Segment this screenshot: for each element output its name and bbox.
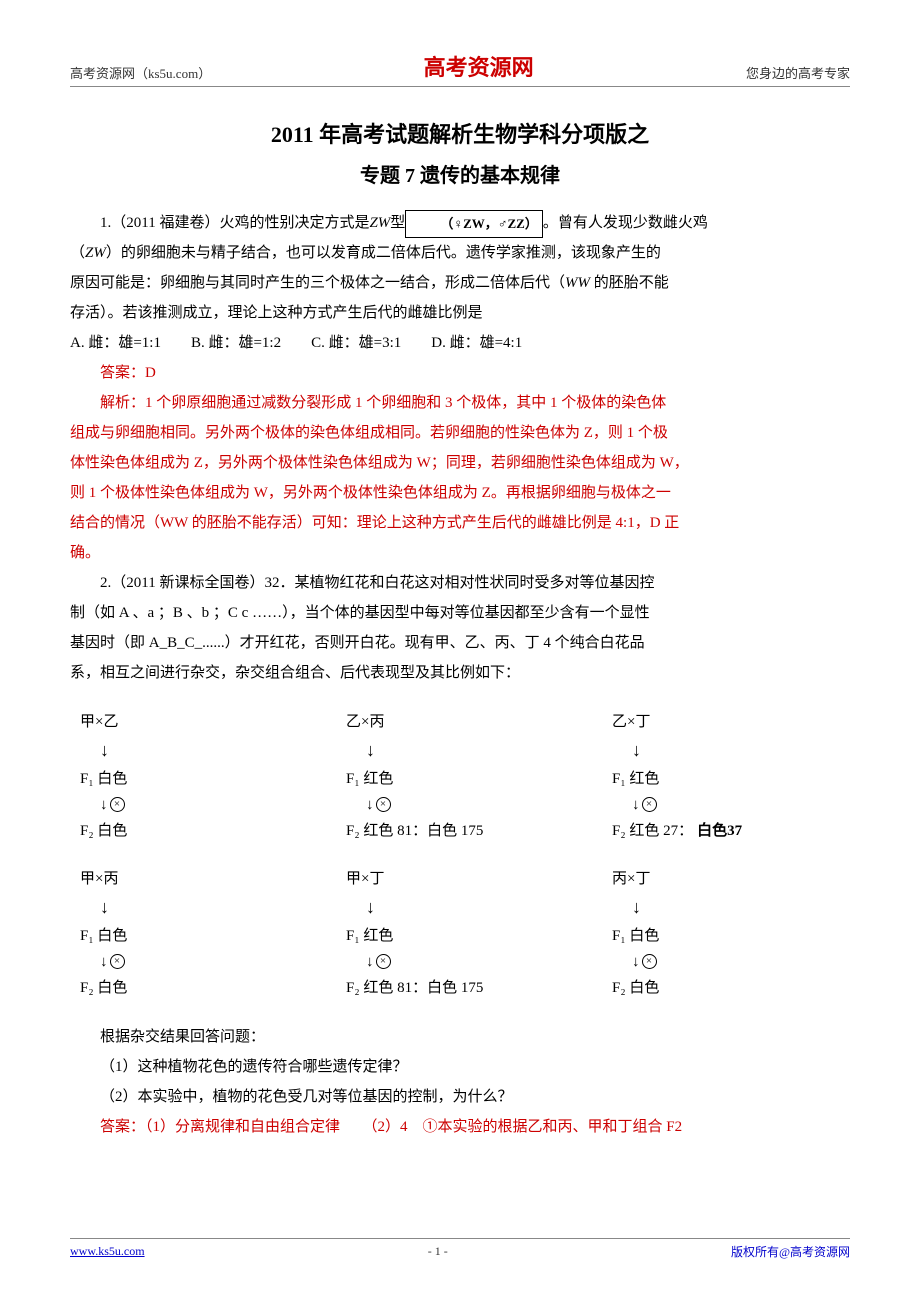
self-cross-icon: × [376,954,391,969]
cross-f1: F₁ 红色 [346,767,574,791]
arrow-self-icon: ↓× [632,793,840,817]
cross-parents: 甲×乙 [80,710,308,734]
cross-f1: F₁ 白色 [80,767,308,791]
document-title-1: 2011 年高考试题解析生物学科分项版之 [70,117,850,149]
arrow-self-icon: ↓× [100,793,308,817]
q1-para3: 原因可能是：卵细胞与其同时产生的三个极体之一结合，形成二倍体后代（WW 的胚胎不… [70,268,850,298]
cross-parents: 乙×丁 [612,710,840,734]
q1-option-d: D. 雌：雄=4:1 [431,328,522,358]
page-footer: www.ks5u.com - 1 - 版权所有@高考资源网 [70,1238,850,1260]
q1-option-b: B. 雌：雄=1:2 [191,328,281,358]
q2-para3: 基因时（即 A_B_C_......）才开红花，否则开白花。现有甲、乙、丙、丁 … [70,628,850,658]
body-content: 1.（2011 福建卷）火鸡的性别决定方式是ZW型（♀ZW，♂ZZ）。曾有人发现… [70,208,850,1142]
page-header: 高考资源网（ks5u.com） 高考资源网 您身边的高考专家 [70,50,850,87]
q2-para2: 制（如 A 、a ；B 、b ；C c ……），当个体的基因型中每对等位基因都至… [70,598,850,628]
self-cross-icon: × [376,797,391,812]
q1-zw1: ZW [369,215,390,231]
cross-jia-ding: 甲×丁 ↓ F₁ 红色 ↓× F₂ 红色 81：白色 175 [346,865,574,1002]
q2-para4: 系，相互之间进行杂交，杂交组合组合、后代表现型及其比例如下： [70,658,850,688]
cross-yi-ding: 乙×丁 ↓ F₁ 红色 ↓× F₂ 红色 27：白色37 [612,708,840,845]
header-left: 高考资源网（ks5u.com） [70,63,211,82]
cross-diagram-row1: 甲×乙 ↓ F₁ 白色 ↓× F₂ 白色 乙×丙 ↓ F₁ 红色 ↓× F₂ 红… [80,708,840,845]
q2b-sub2: （2）本实验中，植物的花色受几对等位基因的控制，为什么？ [70,1082,850,1112]
cross-f1: F₁ 白色 [80,924,308,948]
cross-parents: 乙×丙 [346,710,574,734]
arrow-down-icon: ↓ [100,736,308,765]
page: 高考资源网（ks5u.com） 高考资源网 您身边的高考专家 2011 年高考试… [0,0,920,1290]
header-center-logo: 高考资源网 [211,50,746,82]
q1-lead1: 1.（2011 福建卷）火鸡的性别决定方式是 [100,215,369,231]
arrow-down-icon: ↓ [366,893,574,922]
cross-jia-bing: 甲×丙 ↓ F₁ 白色 ↓× F₂ 白色 [80,865,308,1002]
q2b-answer: 答案：（1）分离规律和自由组合定律 （2）4 ①本实验的根据乙和丙、甲和丁组合 … [70,1112,850,1142]
q1-analysis-1: 解析：1 个卵原细胞通过减数分裂形成 1 个卵细胞和 3 个极体，其中 1 个极… [70,388,850,418]
cross-f2: F₂ 红色 27：白色37 [612,819,840,843]
cross-f1: F₁ 红色 [612,767,840,791]
q1-para1: 1.（2011 福建卷）火鸡的性别决定方式是ZW型（♀ZW，♂ZZ）。曾有人发现… [70,208,850,238]
cross-f1: F₁ 红色 [346,924,574,948]
q1-p2a: （ [70,245,85,261]
q1-para2: （ZW）的卵细胞未与精子结合，也可以发育成二倍体后代。遗传学家推测，该现象产生的 [70,238,850,268]
arrow-self-icon: ↓× [366,950,574,974]
q1-ww: WW [565,275,590,291]
cross-f2: F₂ 白色 [80,819,308,843]
q1-analysis-4: 则 1 个极体性染色体组成为 W，另外两个极体性染色体组成为 Z。再根据卵细胞与… [70,478,850,508]
q1-para4: 存活）。若该推测成立，理论上这种方式产生后代的雌雄比例是 [70,298,850,328]
self-cross-icon: × [110,954,125,969]
q1-lead3: 。曾有人发现少数雌火鸡 [543,215,708,231]
q1-analysis-2: 组成与卵细胞相同。另外两个极体的染色体组成相同。若卵细胞的性染色体为 Z，则 1… [70,418,850,448]
self-cross-icon: × [642,954,657,969]
footer-url[interactable]: www.ks5u.com [70,1244,145,1259]
arrow-down-icon: ↓ [366,736,574,765]
q1-option-c: C. 雌：雄=3:1 [311,328,401,358]
q1-option-a: A. 雌：雄=1:1 [70,328,161,358]
cross-f2: F₂ 白色 [80,976,308,1000]
arrow-down-icon: ↓ [100,893,308,922]
arrow-down-icon: ↓ [632,893,840,922]
cross-parents: 甲×丁 [346,867,574,891]
arrow-self-icon: ↓× [366,793,574,817]
cross-jia-yi: 甲×乙 ↓ F₁ 白色 ↓× F₂ 白色 [80,708,308,845]
arrow-self-icon: ↓× [632,950,840,974]
cross-diagram-row2: 甲×丙 ↓ F₁ 白色 ↓× F₂ 白色 甲×丁 ↓ F₁ 红色 ↓× F₂ 红… [80,865,840,1002]
arrow-self-icon: ↓× [100,950,308,974]
q1-options: A. 雌：雄=1:1 B. 雌：雄=1:2 C. 雌：雄=3:1 D. 雌：雄=… [70,328,850,358]
cross-f2-b: 白色37 [697,819,742,843]
q1-analysis-5: 结合的情况（WW 的胚胎不能存活）可知：理论上这种方式产生后代的雌雄比例是 4:… [70,508,850,538]
q1-inline-formula: （♀ZW，♂ZZ） [405,210,543,238]
cross-bing-ding: 丙×丁 ↓ F₁ 白色 ↓× F₂ 白色 [612,865,840,1002]
q1-lead2: 型 [390,215,405,231]
cross-f2: F₂ 红色 81：白色 175 [346,819,574,843]
q1-analysis-6: 确。 [70,538,850,568]
self-cross-icon: × [110,797,125,812]
self-cross-icon: × [642,797,657,812]
q1-answer: 答案：D [70,358,850,388]
q2b-sub1: （1）这种植物花色的遗传符合哪些遗传定律？ [70,1052,850,1082]
arrow-down-icon: ↓ [632,736,840,765]
cross-f2: F₂ 红色 81：白色 175 [346,976,574,1000]
q1-p3a: 原因可能是：卵细胞与其同时产生的三个极体之一结合，形成二倍体后代（ [70,275,565,291]
q1-analysis-3: 体性染色体组成为 Z，另外两个极体性染色体组成为 W；同理，若卵细胞性染色体组成… [70,448,850,478]
cross-f2: F₂ 白色 [612,976,840,1000]
q2-para1: 2.（2011 新课标全国卷）32．某植物红花和白花这对相对性状同时受多对等位基… [70,568,850,598]
q1-p2b: ）的卵细胞未与精子结合，也可以发育成二倍体后代。遗传学家推测，该现象产生的 [106,245,661,261]
cross-yi-bing: 乙×丙 ↓ F₁ 红色 ↓× F₂ 红色 81：白色 175 [346,708,574,845]
header-right: 您身边的高考专家 [746,63,850,82]
document-title-2: 专题 7 遗传的基本规律 [70,159,850,188]
q2b-intro: 根据杂交结果回答问题： [70,1022,850,1052]
q1-zw2: ZW [85,245,106,261]
footer-page-number: - 1 - [428,1244,448,1259]
cross-parents: 丙×丁 [612,867,840,891]
q1-p3b: 的胚胎不能 [590,275,669,291]
cross-parents: 甲×丙 [80,867,308,891]
cross-f1: F₁ 白色 [612,924,840,948]
cross-f2-a: F₂ 红色 27： [612,819,693,843]
footer-copyright: 版权所有@高考资源网 [731,1243,850,1260]
